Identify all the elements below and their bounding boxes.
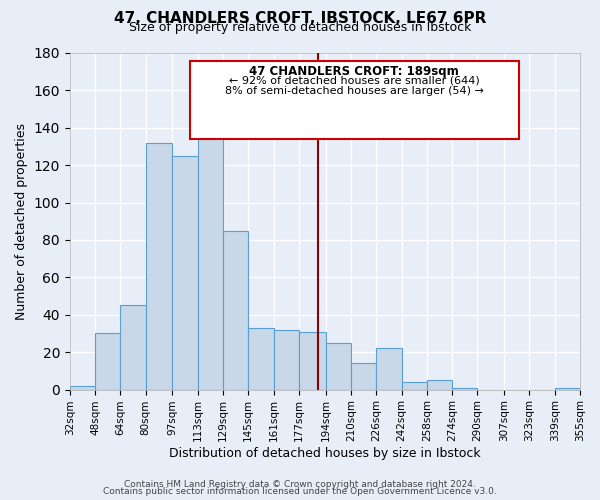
Text: Contains public sector information licensed under the Open Government Licence v3: Contains public sector information licen… [103, 487, 497, 496]
Bar [401, 382, 427, 390]
Bar [95, 334, 121, 390]
Bar [146, 143, 172, 390]
FancyBboxPatch shape [190, 62, 519, 139]
Text: 47 CHANDLERS CROFT: 189sqm: 47 CHANDLERS CROFT: 189sqm [250, 66, 459, 78]
Bar [452, 388, 478, 390]
Bar [326, 343, 351, 390]
Text: ← 92% of detached houses are smaller (644): ← 92% of detached houses are smaller (64… [229, 76, 479, 86]
Bar [70, 386, 95, 390]
Bar [248, 328, 274, 390]
Bar [376, 348, 401, 390]
Bar [223, 230, 248, 390]
Text: 8% of semi-detached houses are larger (54) →: 8% of semi-detached houses are larger (5… [225, 86, 484, 96]
Bar [198, 113, 223, 390]
Bar [274, 330, 299, 390]
Bar [427, 380, 452, 390]
Bar [172, 156, 198, 390]
Bar [121, 306, 146, 390]
Bar [299, 332, 326, 390]
Bar [555, 388, 580, 390]
Bar [351, 364, 376, 390]
X-axis label: Distribution of detached houses by size in Ibstock: Distribution of detached houses by size … [169, 447, 481, 460]
Y-axis label: Number of detached properties: Number of detached properties [15, 123, 28, 320]
Text: Contains HM Land Registry data © Crown copyright and database right 2024.: Contains HM Land Registry data © Crown c… [124, 480, 476, 489]
Text: Size of property relative to detached houses in Ibstock: Size of property relative to detached ho… [129, 22, 471, 35]
Text: 47, CHANDLERS CROFT, IBSTOCK, LE67 6PR: 47, CHANDLERS CROFT, IBSTOCK, LE67 6PR [114, 11, 486, 26]
